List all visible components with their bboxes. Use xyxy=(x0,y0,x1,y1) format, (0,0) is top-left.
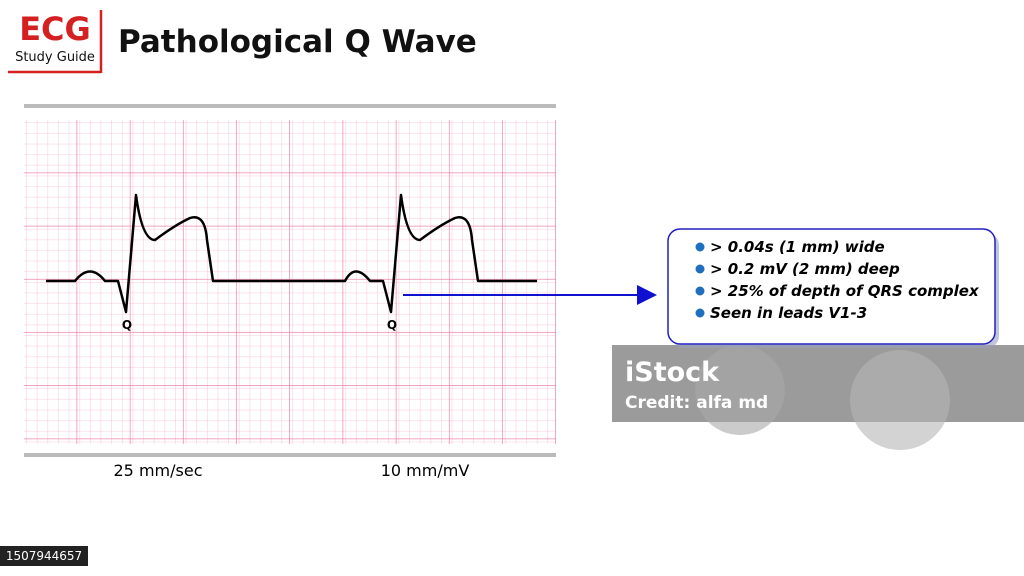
caption: 25 mm/sec xyxy=(114,461,203,480)
info-list: > 0.04s (1 mm) wide > 0.2 mV (2 mm) deep >… xyxy=(695,238,980,322)
info-item: > 0.04s (1 mm) wide xyxy=(710,238,885,256)
id-badge xyxy=(0,546,88,566)
ecg-trace xyxy=(46,193,537,314)
caption: 10 mm/mV xyxy=(381,461,470,480)
logo-subtitle: Study Guide xyxy=(15,50,95,65)
info-box xyxy=(667,228,996,345)
info-item: Seen in leads V1-3 xyxy=(710,304,867,322)
bullet xyxy=(695,242,705,252)
q-label: Q xyxy=(387,318,397,332)
bullet xyxy=(695,264,705,274)
watermark-shape xyxy=(850,350,950,450)
page-title: Pathological Q Wave xyxy=(118,24,477,60)
bullet xyxy=(695,286,705,296)
image-id: 1507944657 xyxy=(6,549,82,563)
logo-box xyxy=(8,10,102,72)
watermark-shape xyxy=(695,345,785,435)
watermark-brand: iStock xyxy=(625,357,720,388)
bullet xyxy=(695,308,705,318)
info-item: > 0.2 mV (2 mm) deep xyxy=(710,260,900,278)
q-label: Q xyxy=(122,318,132,332)
watermark-credit: Credit: alfa md xyxy=(625,393,768,413)
logo-title: ECG xyxy=(19,10,91,48)
watermark-bg xyxy=(612,345,1024,422)
info-item: > 25% of depth of QRS complex xyxy=(710,282,980,300)
